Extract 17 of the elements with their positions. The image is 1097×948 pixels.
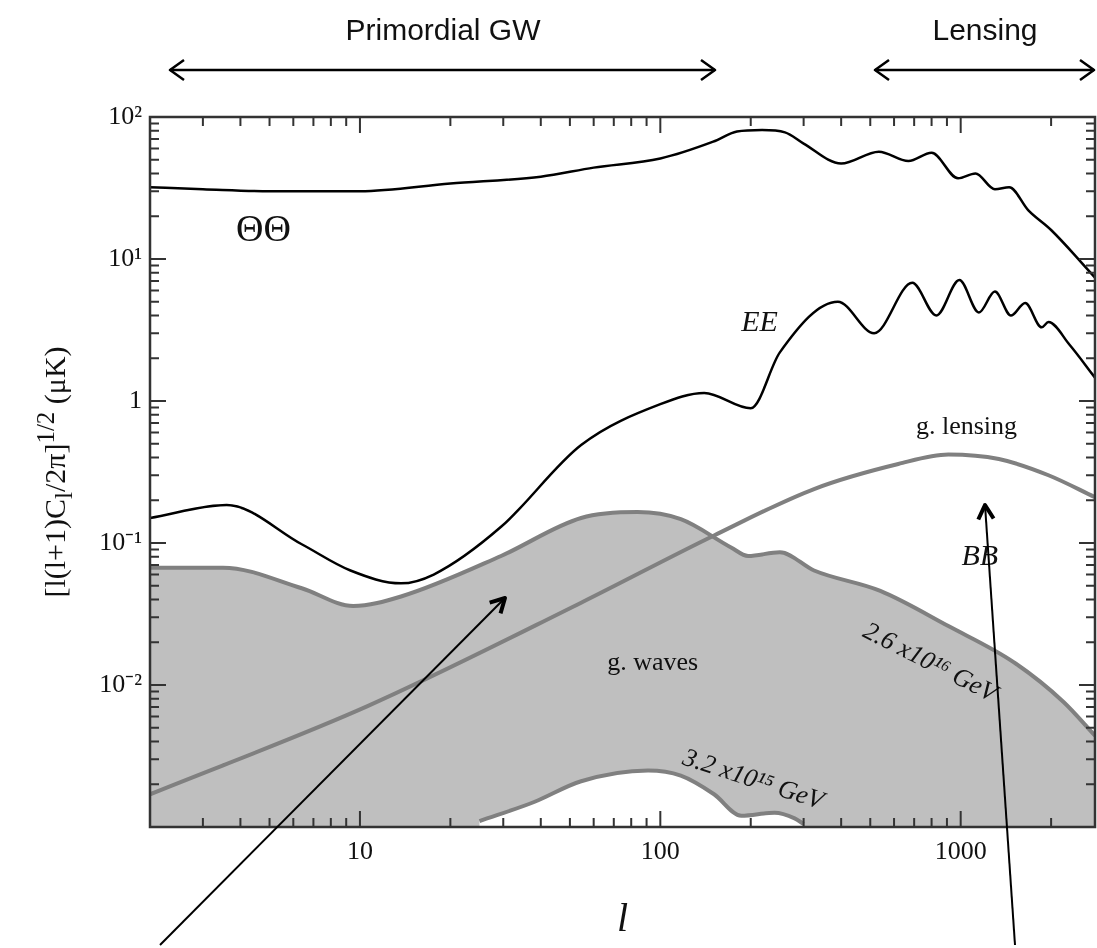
y-tick-label: 10¹ <box>108 242 142 272</box>
y-tick-label: 1 <box>129 384 142 414</box>
y-tick-label: 10⁻¹ <box>99 526 142 556</box>
series-label: ΘΘ <box>235 206 291 249</box>
y-tick-label: 10² <box>108 100 143 130</box>
text: 3.2 x10¹⁵ GeV <box>678 741 831 816</box>
x-tick-label: 1000 <box>934 836 987 866</box>
text: Primordial GW <box>345 13 542 47</box>
series-label: 2.6 x10¹⁶ GeV <box>858 615 1005 709</box>
x-axis-title: l <box>616 894 629 940</box>
x-tick-label: 10 <box>346 836 373 866</box>
text: Lensing <box>932 13 1038 47</box>
series-label: EE <box>740 303 778 337</box>
annotation: g. waves <box>607 646 699 676</box>
x-tick-label: 100 <box>640 836 680 866</box>
y-tick-label: 10⁻² <box>99 668 143 698</box>
series-label: g. lensing <box>915 411 1018 441</box>
